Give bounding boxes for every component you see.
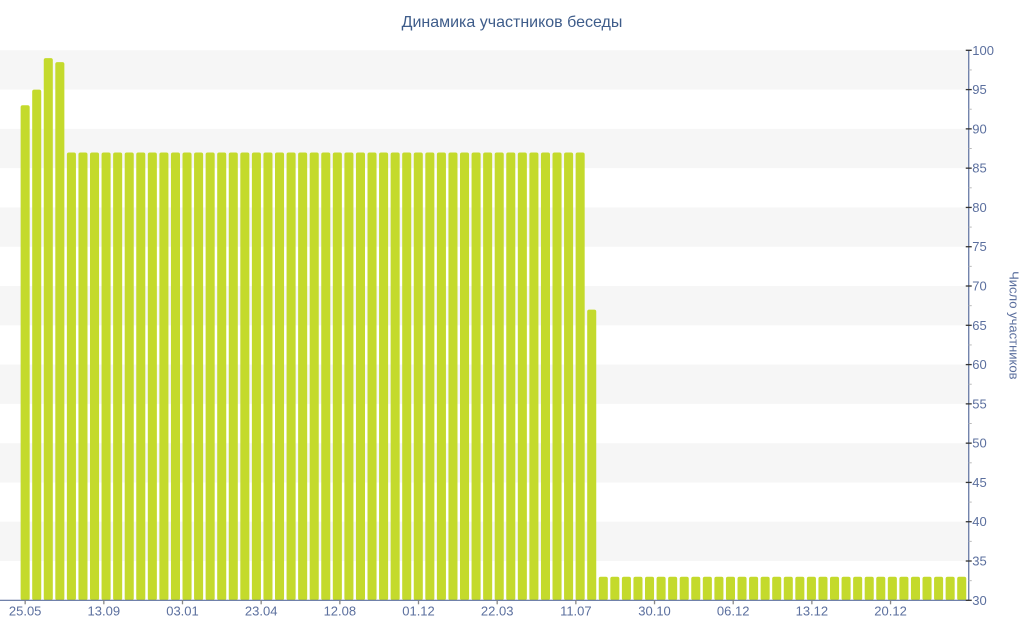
svg-text:12.08: 12.08 — [324, 603, 357, 618]
svg-text:95: 95 — [972, 82, 986, 97]
svg-text:90: 90 — [972, 121, 986, 136]
svg-text:85: 85 — [972, 161, 986, 176]
svg-text:13.09: 13.09 — [88, 603, 121, 618]
svg-text:100: 100 — [972, 43, 994, 58]
svg-text:30: 30 — [972, 593, 986, 608]
svg-text:30.10: 30.10 — [638, 603, 671, 618]
svg-text:65: 65 — [972, 318, 986, 333]
svg-text:45: 45 — [972, 475, 986, 490]
svg-text:75: 75 — [972, 239, 986, 254]
svg-text:70: 70 — [972, 279, 986, 294]
svg-text:22.03: 22.03 — [481, 603, 514, 618]
svg-text:40: 40 — [972, 514, 986, 529]
svg-text:06.12: 06.12 — [717, 603, 750, 618]
svg-text:23.04: 23.04 — [245, 603, 278, 618]
svg-text:50: 50 — [972, 436, 986, 451]
svg-text:01.12: 01.12 — [402, 603, 435, 618]
svg-text:35: 35 — [972, 554, 986, 569]
svg-text:25.05: 25.05 — [9, 603, 42, 618]
svg-text:60: 60 — [972, 357, 986, 372]
svg-text:Число участников: Число участников — [1007, 271, 1022, 379]
svg-text:03.01: 03.01 — [166, 603, 199, 618]
svg-text:11.07: 11.07 — [560, 603, 592, 618]
svg-text:55: 55 — [972, 396, 986, 411]
svg-text:13.12: 13.12 — [796, 603, 829, 618]
svg-text:80: 80 — [972, 200, 986, 215]
svg-text:20.12: 20.12 — [874, 603, 907, 618]
